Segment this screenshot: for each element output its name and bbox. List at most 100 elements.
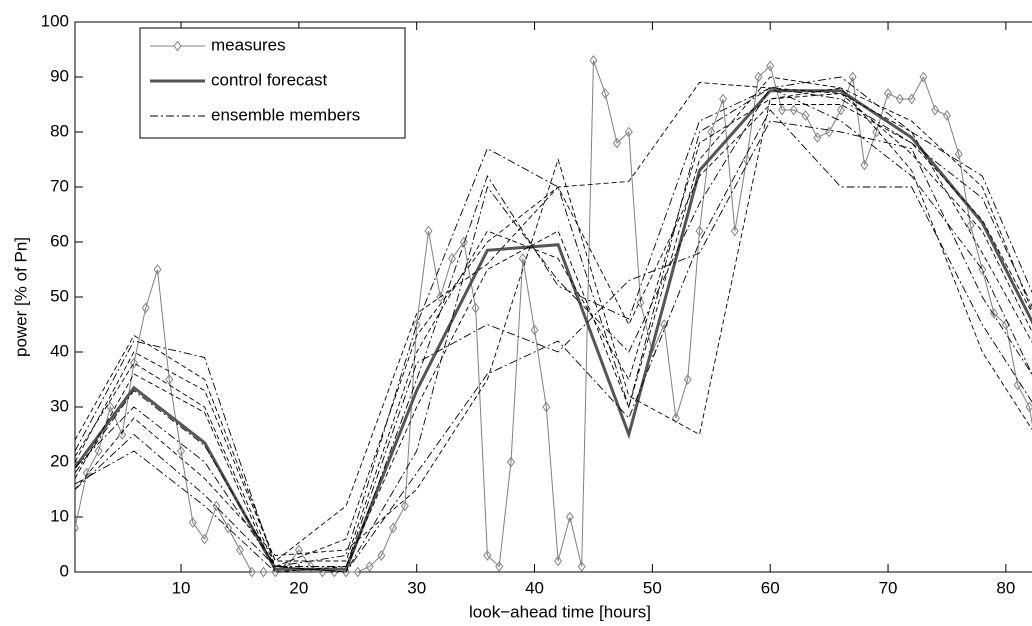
measure-marker [613, 137, 622, 149]
y-tick-label: 90 [50, 66, 69, 85]
x-tick-label: 40 [525, 578, 544, 597]
y-tick-label: 100 [41, 11, 69, 30]
measure-marker [554, 555, 563, 567]
measure-marker [224, 522, 233, 534]
measure-marker [200, 533, 209, 545]
ensemble-line [75, 87, 1032, 556]
measure-marker [424, 225, 433, 237]
measure-marker [75, 522, 79, 534]
measure-marker [400, 500, 409, 512]
x-tick-label: 80 [996, 578, 1015, 597]
measure-marker [884, 88, 893, 99]
measure-marker [660, 319, 669, 330]
measure-marker [471, 302, 480, 314]
measure-marker [106, 401, 115, 413]
measure-marker [530, 324, 539, 336]
measure-marker [448, 253, 457, 264]
measure-marker [506, 456, 515, 468]
measure-marker [695, 225, 704, 237]
legend-label: control forecast [211, 70, 327, 89]
series-line [75, 60, 1032, 573]
measure-marker [94, 445, 103, 457]
measure-marker [294, 544, 303, 556]
measure-marker [730, 225, 739, 237]
measure-marker [518, 253, 527, 264]
x-tick-label: 30 [407, 578, 426, 597]
measure-marker [118, 429, 127, 440]
measure-marker [777, 104, 786, 116]
measure-marker [954, 148, 963, 160]
measure-marker [766, 60, 775, 72]
measure-marker [235, 544, 244, 556]
measure-marker [836, 104, 845, 116]
ensemble-line [75, 93, 1032, 562]
ensemble-line [75, 109, 1032, 573]
measure-marker [459, 236, 468, 248]
x-tick-label: 60 [761, 578, 780, 597]
y-axis-label: power [% of Pn] [11, 237, 30, 357]
plot-lines [75, 55, 1032, 578]
measure-marker [153, 264, 162, 275]
measure-marker [495, 561, 504, 572]
measure-marker [306, 561, 315, 572]
measure-marker [365, 561, 374, 572]
legend: measures control forecast ensemble members [139, 27, 406, 139]
measure-marker [942, 110, 951, 121]
measure-marker [754, 71, 763, 83]
measure-marker [577, 561, 586, 572]
measure-marker [966, 220, 975, 231]
y-tick-label: 50 [50, 286, 69, 305]
measure-marker [848, 71, 857, 83]
x-tick-label: 20 [289, 578, 308, 597]
measure-marker [177, 445, 186, 457]
measure-marker [707, 126, 716, 138]
measure-marker [872, 126, 881, 138]
measure-marker [377, 550, 386, 561]
measure-marker [919, 71, 928, 83]
y-tick-label: 10 [50, 506, 69, 525]
y-tick-label: 60 [50, 231, 69, 250]
measure-marker [165, 374, 174, 385]
measure-marker [542, 401, 551, 413]
measure-marker [671, 412, 680, 424]
x-tick-label: 10 [172, 578, 191, 597]
y-tick-label: 70 [50, 176, 69, 195]
measure-marker [247, 566, 256, 578]
ensemble-line [75, 76, 1032, 568]
measure-marker [683, 374, 692, 385]
x-tick-label: 50 [643, 578, 662, 597]
measure-marker [601, 88, 610, 99]
y-tick-label: 0 [60, 561, 69, 580]
ensemble-line [75, 120, 1032, 567]
y-tick-label: 40 [50, 341, 69, 360]
measure-marker [129, 357, 138, 369]
measure-marker [719, 93, 728, 105]
measure-marker [825, 126, 834, 138]
measure-marker [389, 522, 398, 534]
ensemble-line [75, 82, 1032, 568]
measure-marker [188, 517, 197, 528]
measure-marker [813, 132, 822, 143]
measure-marker [483, 550, 492, 561]
measure-marker [589, 55, 598, 66]
measure-marker [636, 297, 645, 308]
x-tick-label: 70 [879, 578, 898, 597]
y-tick-label: 30 [50, 396, 69, 415]
legend-label: measures [211, 35, 286, 54]
y-tick-label: 20 [50, 451, 69, 470]
measure-marker [82, 467, 91, 479]
measure-marker [565, 511, 574, 523]
measure-marker [907, 93, 916, 105]
measure-marker [789, 104, 798, 116]
ensemble-line [75, 87, 1032, 573]
measure-marker [259, 566, 268, 578]
measure-marker [895, 93, 904, 105]
measure-marker [931, 104, 940, 116]
measure-marker [353, 566, 362, 578]
x-axis-label: look−ahead time [hours] [469, 602, 651, 621]
measure-marker [860, 159, 869, 171]
legend-label: ensemble members [211, 105, 360, 124]
measure-marker [624, 126, 633, 138]
measure-marker [801, 110, 810, 121]
